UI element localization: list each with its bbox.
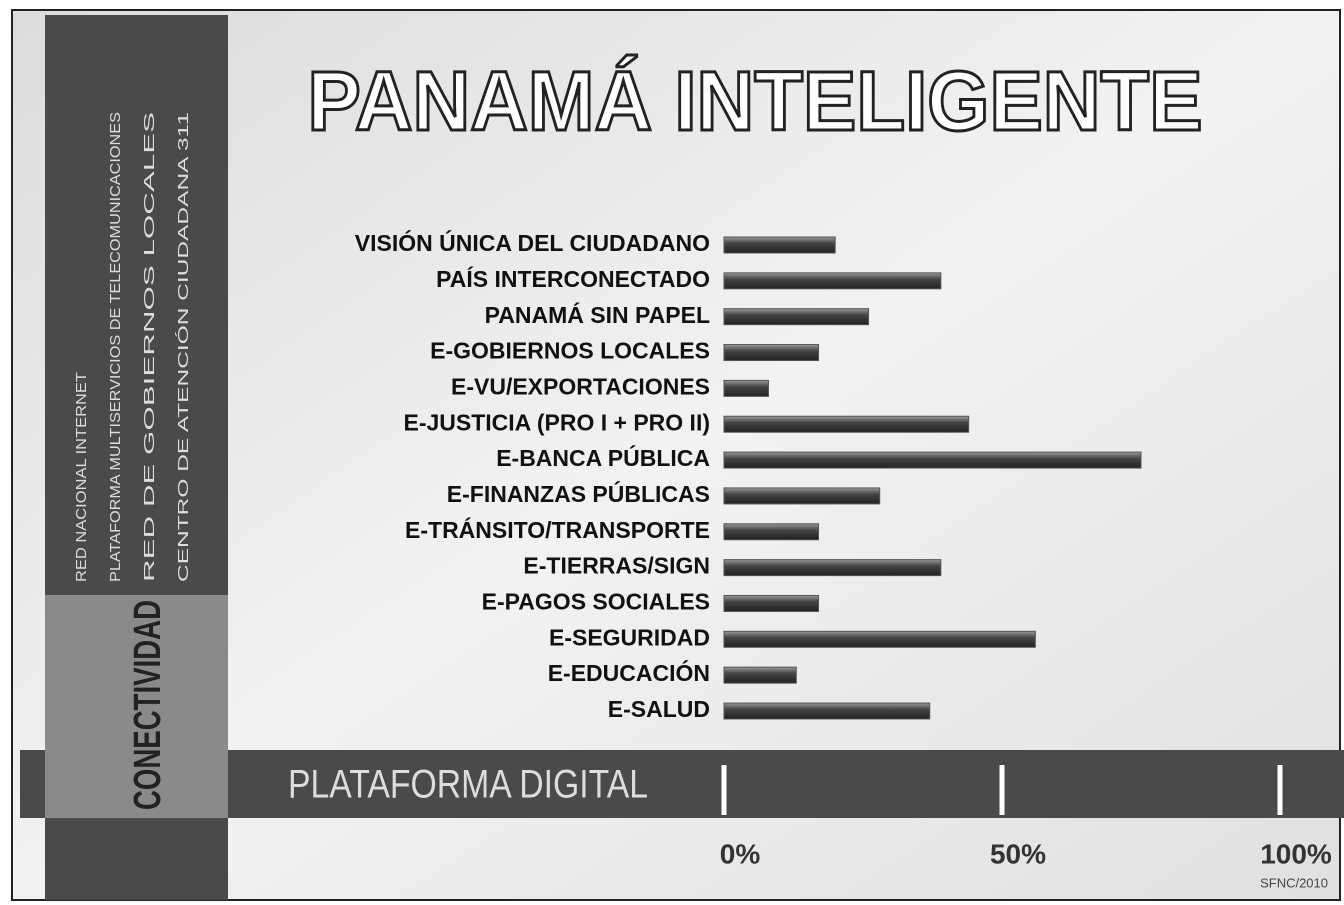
- bar: [723, 487, 881, 505]
- bar: [723, 272, 942, 290]
- bar: [723, 702, 931, 720]
- sidebar-item: PLATAFORMA MULTISERVICIOS DE TELECOMUNIC…: [107, 112, 124, 582]
- x-tick-label: 100%: [1260, 838, 1332, 869]
- x-tick-label: 50%: [990, 838, 1046, 869]
- y-tick-label: PANAMÁ SIN PAPEL: [485, 301, 710, 328]
- bar: [723, 379, 769, 397]
- bar: [723, 344, 820, 362]
- y-tick-label: E-JUSTICIA (PRO I + PRO II): [404, 409, 711, 435]
- chart-title: PANAMÁ INTELIGENTE: [308, 54, 1203, 148]
- band-left: [20, 750, 45, 818]
- y-tick-label: E-GOBIERNOS LOCALES: [430, 338, 710, 364]
- bar: [723, 559, 942, 577]
- bar: [723, 630, 1036, 648]
- sidebar-panel: [45, 595, 228, 818]
- y-tick-label: E-BANCA PÚBLICA: [496, 444, 710, 471]
- sidebar-item: RED DE GOBIERNOS LOCALES: [141, 112, 158, 582]
- bar: [723, 308, 870, 326]
- bar: [723, 523, 820, 541]
- y-tick-label: PAÍS INTERCONECTADO: [436, 265, 710, 292]
- sidebar-label: CONECTIVIDAD: [127, 600, 169, 810]
- y-tick-label: E-SALUD: [608, 696, 710, 722]
- credit: SFNC/2010: [1260, 875, 1328, 890]
- y-tick-label: E-TRÁNSITO/TRANSPORTE: [405, 516, 710, 543]
- band-label: PLATAFORMA DIGITAL: [288, 763, 648, 807]
- y-tick-label: VISIÓN ÚNICA DEL CIUDADANO: [355, 229, 710, 256]
- y-tick-label: E-EDUCACIÓN: [548, 659, 710, 686]
- y-tick-label: E-TIERRAS/SIGN: [523, 553, 710, 579]
- bar: [723, 666, 797, 684]
- y-tick-label: E-VU/EXPORTACIONES: [451, 373, 710, 399]
- sidebar-item: RED NACIONAL INTERNET: [73, 372, 90, 582]
- bar: [723, 236, 836, 254]
- y-tick-label: E-SEGURIDAD: [549, 624, 710, 650]
- sidebar-item: CENTRO DE ATENCIÓN CIUDADANA 311: [175, 112, 192, 582]
- bar: [723, 451, 1142, 469]
- y-tick-label: E-PAGOS SOCIALES: [482, 589, 710, 615]
- bar: [723, 594, 820, 612]
- y-tick-label: E-FINANZAS PÚBLICAS: [447, 480, 710, 507]
- band: [228, 750, 1344, 818]
- x-tick-label: 0%: [720, 838, 761, 869]
- bar: [723, 415, 970, 433]
